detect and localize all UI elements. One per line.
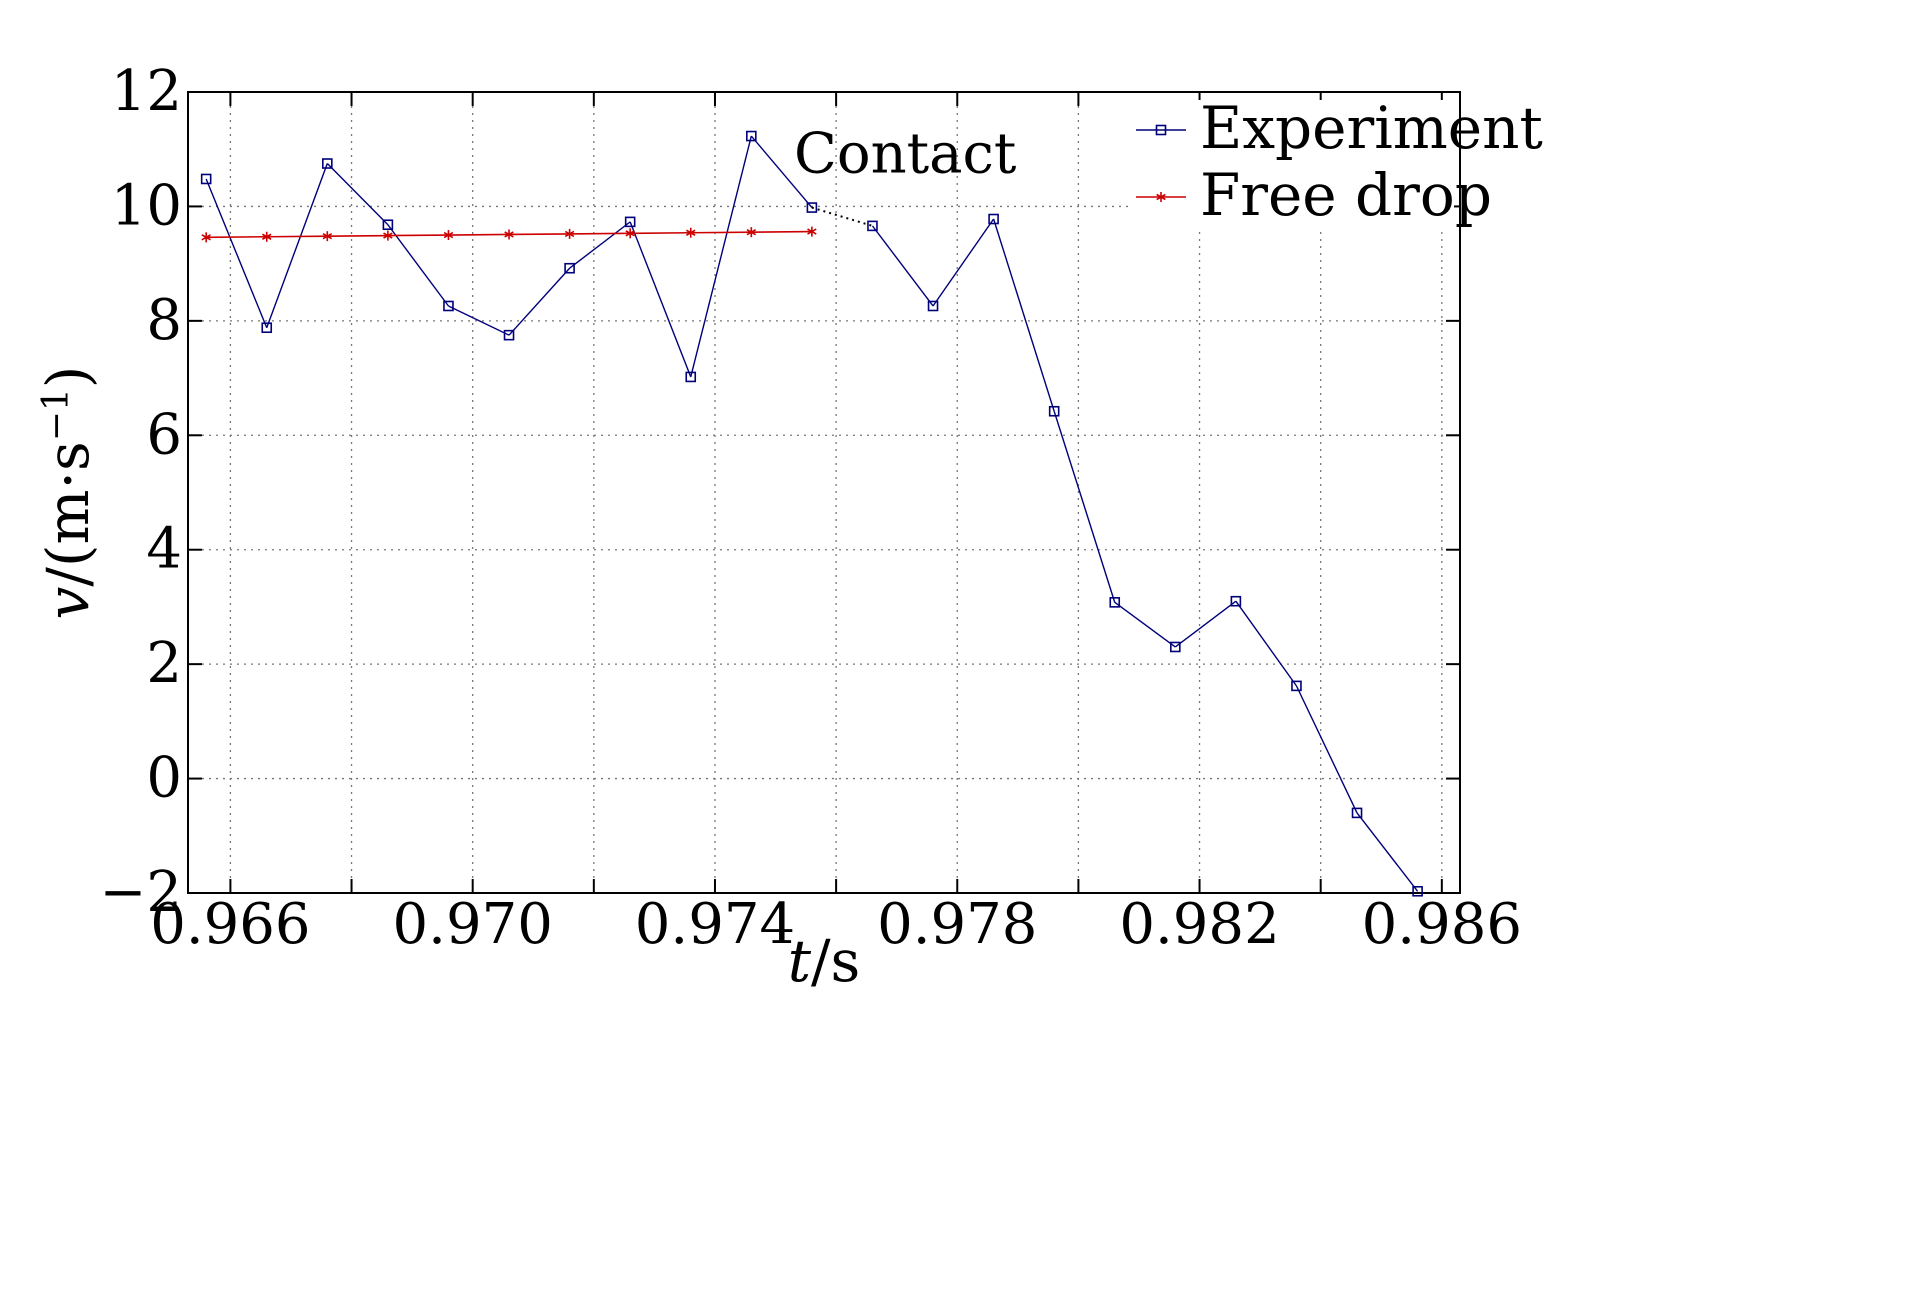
y-axis-label-symbol: v — [34, 586, 102, 619]
data-point — [1048, 405, 1060, 417]
series-line-segment — [1174, 600, 1237, 648]
series-line-segment — [690, 135, 752, 378]
series-line-segment — [932, 218, 995, 307]
y-axis-label-exponent: −1 — [36, 388, 77, 441]
series-line-segment — [1235, 600, 1298, 687]
data-point — [746, 227, 757, 238]
x-tick-label: 0.974 — [635, 892, 795, 957]
data-point — [1170, 641, 1181, 653]
tick-labels: 0.966 0.970 0.974 0.978 0.982 0.986 −2 0 2 4 6 8 10 1… — [99, 59, 1522, 957]
series-line-segment — [508, 267, 571, 336]
series-line-segment — [1053, 411, 1116, 603]
series-line-segment — [1295, 685, 1358, 814]
series-experiment — [200, 130, 1423, 897]
data-point — [322, 158, 333, 169]
data-point — [806, 202, 818, 213]
data-point — [261, 231, 272, 242]
series-line-segment — [205, 178, 268, 328]
x-tick-label: 0.966 — [150, 892, 310, 957]
legend-label: Experiment — [1200, 94, 1543, 162]
y-axis-label: v/(m·s−1) — [34, 366, 102, 620]
y-tick-label: 6 — [146, 402, 182, 467]
data-point — [807, 226, 817, 237]
data-point — [1109, 597, 1121, 608]
data-point — [322, 231, 333, 242]
data-point — [382, 219, 394, 231]
y-tick-label: −2 — [99, 860, 182, 925]
x-tick-label: 0.970 — [393, 892, 553, 957]
series-line-segment — [811, 206, 873, 227]
series-line-segment — [266, 163, 328, 328]
data-point — [503, 329, 515, 341]
x-axis-label-unit: /s — [811, 927, 860, 995]
data-point — [867, 220, 878, 232]
y-axis-label-unit: /(m·s — [34, 441, 102, 586]
data-point — [564, 262, 575, 274]
y-axis-label-close: ) — [34, 366, 102, 389]
y-tick-label: 4 — [146, 517, 182, 582]
legend-label: Free drop — [1200, 161, 1492, 229]
series-line-segment — [326, 163, 389, 226]
y-tick-label: 0 — [146, 746, 182, 811]
data-point — [201, 232, 211, 243]
y-tick-label: 10 — [111, 173, 182, 238]
series-line-segment — [629, 221, 692, 378]
x-axis-label-symbol: t — [788, 927, 812, 995]
series-line-segment — [1114, 601, 1176, 648]
data-point — [200, 173, 212, 185]
data-point — [988, 213, 999, 225]
x-tick-label: 0.986 — [1362, 892, 1522, 957]
x-axis-label: t/s — [788, 927, 861, 995]
data-point — [564, 228, 575, 239]
plot-area-frame — [187, 91, 1461, 894]
series-line-segment — [1356, 812, 1419, 892]
data-point — [443, 230, 454, 241]
data-point — [443, 300, 454, 312]
data-point — [1351, 807, 1363, 819]
data-point — [685, 227, 696, 238]
series-line-segment — [448, 305, 510, 336]
data-point — [746, 130, 757, 142]
legend-marker — [1155, 124, 1167, 136]
series-line-segment — [750, 135, 813, 209]
data-point — [927, 300, 939, 312]
series-line-segment — [871, 225, 934, 307]
data-point — [685, 371, 697, 383]
y-tick-label: 8 — [146, 288, 182, 353]
data-point — [625, 228, 635, 239]
legend-background — [1128, 100, 1454, 230]
legend-item: Experiment — [1136, 94, 1543, 162]
legend-marker — [1156, 192, 1166, 202]
data-point — [504, 229, 514, 240]
data-point — [383, 230, 393, 241]
data-point — [1412, 885, 1423, 897]
data-point — [1230, 595, 1242, 607]
data-point — [261, 322, 273, 334]
series-free-drop — [201, 226, 817, 243]
data-point — [624, 216, 636, 228]
x-tick-label: 0.982 — [1119, 892, 1279, 957]
series-line-segment — [387, 224, 450, 307]
y-tick-label: 12 — [111, 59, 182, 124]
data-series — [200, 130, 1423, 897]
contact-annotation: Contact — [794, 122, 1017, 187]
series-line-segment — [992, 218, 1055, 412]
legend-item: Free drop — [1136, 161, 1492, 229]
series-line-segment — [569, 221, 631, 269]
y-tick-label: 2 — [146, 631, 182, 696]
data-point — [1291, 680, 1302, 692]
x-tick-label: 0.978 — [877, 892, 1037, 957]
